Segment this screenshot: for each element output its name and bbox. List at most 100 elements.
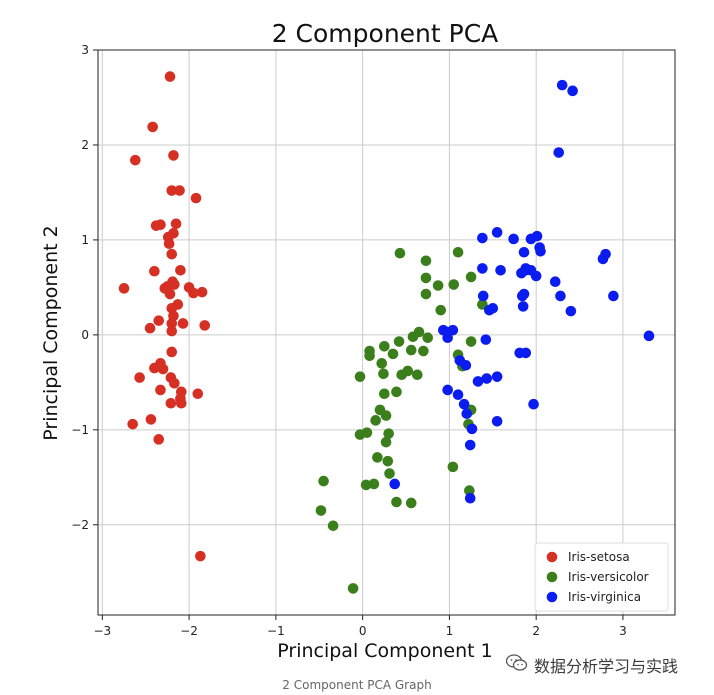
x-tick-label: −1 — [267, 624, 285, 638]
data-point — [528, 398, 539, 410]
data-point — [384, 468, 395, 479]
data-point — [382, 455, 394, 467]
data-point — [535, 246, 546, 257]
data-point — [175, 397, 187, 409]
legend-marker — [546, 571, 558, 583]
series-iris-virginica — [389, 79, 655, 504]
y-tick-label: 0 — [81, 328, 89, 342]
data-point — [418, 345, 429, 357]
data-point — [166, 318, 178, 329]
data-point — [165, 397, 177, 409]
axis-ticks: −3 −2 −1 0 1 2 3 −2 −1 0 1 2 3 — [71, 43, 626, 638]
data-point — [405, 344, 417, 356]
data-point — [130, 154, 141, 166]
data-point — [175, 265, 186, 276]
data-point — [153, 315, 165, 326]
data-point — [435, 304, 447, 316]
legend-box — [534, 542, 669, 612]
data-point — [188, 287, 199, 299]
data-point — [393, 336, 405, 347]
data-point — [378, 368, 389, 380]
data-point — [157, 363, 169, 375]
data-point — [391, 386, 402, 398]
data-point — [118, 283, 130, 294]
data-point — [567, 85, 578, 97]
data-point — [164, 71, 176, 82]
data-point — [448, 279, 460, 290]
data-point — [347, 583, 359, 594]
series-iris-versicolor — [315, 246, 488, 594]
y-tick-label: −1 — [71, 423, 89, 437]
watermark-text: 数据分析学习与实践 — [534, 657, 679, 676]
data-point — [452, 246, 464, 258]
data-point — [484, 304, 495, 316]
data-point — [420, 272, 432, 284]
y-tick-label: 3 — [81, 43, 89, 57]
data-point — [516, 290, 528, 302]
wechat-icon — [505, 654, 528, 676]
data-point — [472, 376, 484, 387]
legend-label: Iris-setosa — [568, 550, 630, 564]
data-point — [447, 324, 459, 336]
data-point — [517, 301, 529, 312]
data-point — [195, 550, 206, 562]
legend: Iris-setosa Iris-versicolor Iris-virginica — [534, 542, 669, 612]
data-point — [379, 340, 390, 352]
y-tick-label: 2 — [81, 138, 89, 152]
data-point — [168, 150, 179, 161]
y-tick-label: −2 — [71, 518, 89, 532]
legend-label: Iris-versicolor — [568, 570, 649, 584]
data-point — [199, 320, 211, 331]
x-axis-label: Principal Component 1 — [277, 640, 492, 662]
data-point — [531, 230, 543, 242]
data-point — [315, 505, 327, 516]
data-point — [167, 276, 178, 287]
data-point — [549, 276, 561, 287]
data-point — [389, 478, 401, 490]
data-point — [565, 305, 577, 317]
data-point — [447, 461, 459, 473]
data-point — [394, 247, 406, 259]
data-point — [383, 428, 394, 439]
legend-marker — [546, 591, 558, 603]
data-point — [364, 350, 375, 362]
data-point — [495, 265, 506, 276]
data-point — [145, 414, 157, 425]
x-tick-label: 3 — [619, 624, 627, 638]
data-point — [147, 121, 158, 133]
data-point — [422, 332, 434, 344]
data-point — [420, 288, 432, 300]
plot-frame — [97, 49, 676, 616]
pca-scatter-chart: 2 Component PCA −3 −2 −1 0 1 2 3 −2 −1 0 1 2 3 Princ… — [40, 19, 676, 662]
data-point — [164, 288, 176, 300]
data-point — [166, 185, 178, 196]
data-point — [163, 238, 175, 250]
data-point — [405, 497, 417, 509]
data-point — [174, 185, 185, 196]
data-point — [508, 233, 519, 245]
data-point — [166, 325, 178, 337]
y-axis-label: Principal Component 2 — [40, 225, 62, 440]
x-tick-label: −3 — [93, 624, 111, 638]
data-point — [380, 410, 392, 421]
data-point — [166, 248, 178, 260]
data-point — [169, 378, 180, 389]
data-point — [134, 372, 145, 383]
data-point — [518, 246, 530, 258]
data-point — [190, 192, 202, 204]
scatter-points — [118, 71, 655, 594]
data-point — [170, 218, 182, 230]
data-point — [465, 271, 477, 283]
x-tick-label: 2 — [532, 624, 540, 638]
data-point — [460, 359, 472, 371]
x-tick-label: 0 — [359, 624, 367, 638]
data-point — [376, 358, 388, 369]
data-point — [354, 429, 366, 440]
data-point — [491, 371, 503, 382]
data-point — [608, 290, 619, 302]
chart-title: 2 Component PCA — [272, 19, 499, 48]
data-point — [464, 439, 476, 451]
data-point — [452, 389, 464, 400]
data-point — [177, 318, 189, 329]
data-point — [480, 334, 492, 345]
